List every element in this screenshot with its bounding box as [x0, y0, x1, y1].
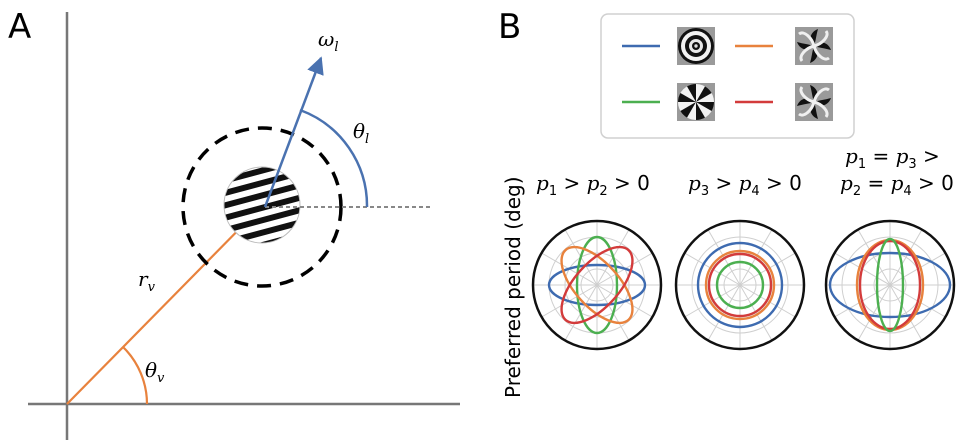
panel-a-axes — [28, 12, 460, 440]
condition-title-3-line1: p1 = p3 > — [845, 144, 940, 172]
condition-title-3-line2: p2 = p4 > 0 — [840, 171, 954, 199]
visual-vector-arrow — [66, 206, 262, 405]
polar-plot-1 — [533, 221, 661, 349]
condition-title-1: p1 > p2 > 0 — [536, 171, 650, 199]
polar-frame-3 — [824, 219, 956, 351]
panel-b-letter: B — [498, 7, 521, 47]
pinwheel-stimulus-icon — [677, 83, 715, 121]
theta-v-label: θv — [145, 358, 165, 386]
omega-l-label: ωl — [318, 27, 338, 55]
preferred-period-ylabel: Preferred period (deg) — [501, 176, 525, 398]
curve-blue-2 — [696, 241, 784, 329]
spiral-cw-stimulus-icon — [795, 83, 833, 121]
curve-blue-3 — [828, 251, 952, 319]
curve-green-2 — [715, 260, 765, 310]
annulus-stimulus-icon — [677, 27, 715, 65]
polar-plot-2 — [676, 221, 804, 349]
polar-frame-2 — [674, 219, 806, 351]
curve-red-2 — [707, 252, 773, 318]
dashed-aperture-circle — [181, 126, 343, 288]
panel-a-letter: A — [8, 7, 31, 47]
theta-l-arc — [299, 108, 369, 208]
curve-orange-2 — [704, 249, 776, 321]
curve-green-3 — [875, 237, 905, 333]
curve-red-1 — [560, 245, 634, 325]
theta-v-arc — [122, 346, 149, 405]
polar-frame-1 — [531, 219, 663, 351]
r-v-label: rv — [138, 267, 156, 295]
curve-blue-1 — [547, 263, 647, 307]
legend — [600, 13, 855, 139]
theta-l-label: θl — [353, 119, 369, 147]
condition-title-2: p3 > p4 > 0 — [688, 171, 802, 199]
local-vector-arrow — [263, 56, 324, 208]
grating-stimulus — [223, 166, 301, 244]
curve-green-1 — [575, 235, 619, 335]
curve-red-3 — [858, 239, 922, 331]
curve-orange-1 — [560, 245, 634, 325]
polar-plot-3 — [826, 221, 954, 349]
legend-frame — [600, 13, 855, 139]
spiral-ccw-stimulus-icon — [795, 27, 833, 65]
